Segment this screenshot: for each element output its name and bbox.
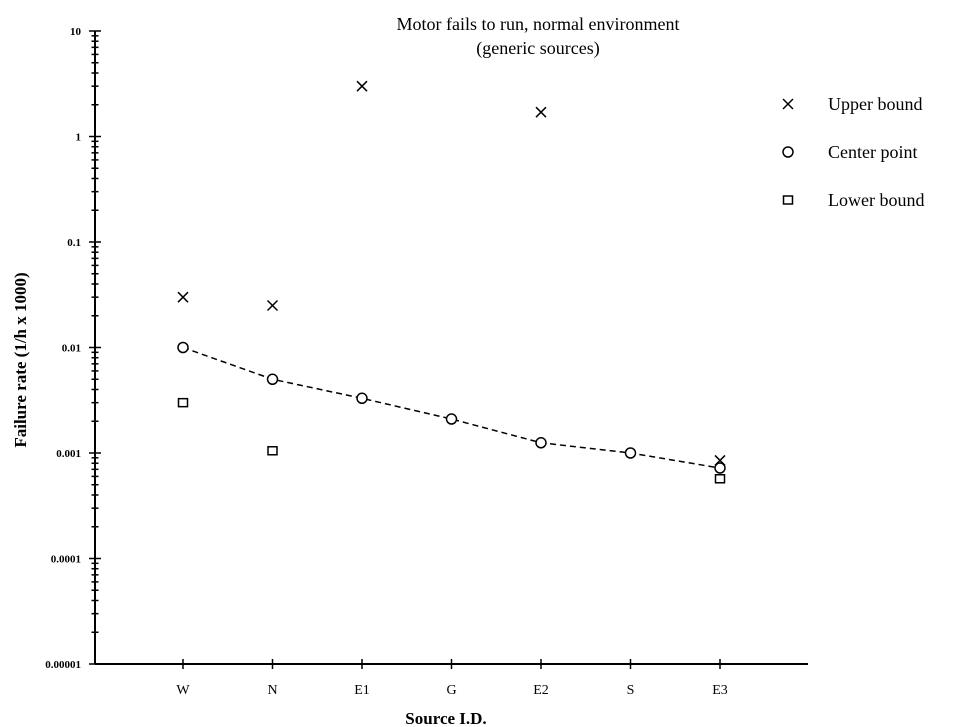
- center-trend-line: [182, 346, 721, 469]
- upper-bound-marker: [177, 291, 189, 303]
- upper-bound-marker: [266, 299, 279, 312]
- legend-center-point-label: Center point: [828, 142, 917, 162]
- x-ticks: W N E1 G E2 S E3: [176, 659, 728, 698]
- legend-lower-bound-label: Lower bound: [828, 190, 924, 210]
- y-tick-label: 0.1: [67, 237, 81, 249]
- y-tick-label: 10: [70, 26, 82, 38]
- legend-upper-bound-label: Upper bound: [828, 94, 922, 114]
- legend-lower-bound-marker: [782, 195, 794, 205]
- x-tick-label: N: [267, 683, 277, 698]
- lower-bound-marker: [177, 397, 189, 408]
- x-tick-label: S: [627, 683, 635, 698]
- legend: Upper bound Center point Lower bound: [782, 94, 924, 210]
- y-ticks: 10 1 0.1 0.01 0.001 0.0001 0.00001: [45, 26, 101, 671]
- center-point-marker: [714, 462, 726, 474]
- lower-bound-marker: [267, 446, 278, 456]
- chart-title-line2: (generic sources): [476, 38, 599, 59]
- center-point-marker: [624, 447, 637, 459]
- x-tick-label: E1: [354, 683, 370, 698]
- legend-upper-bound-marker: [782, 98, 794, 110]
- center-point-marker: [445, 413, 458, 425]
- upper-bound-marker: [535, 106, 547, 118]
- y-tick-label: 0.00001: [45, 659, 81, 671]
- x-axis-label: Source I.D.: [405, 709, 486, 727]
- chart-title: Motor fails to run, normal environment (…: [397, 14, 680, 59]
- chart-title-line1: Motor fails to run, normal environment: [397, 14, 680, 34]
- lower-bound-marker: [714, 474, 726, 484]
- center-point-marker: [535, 437, 547, 449]
- upper-bound-marker: [356, 80, 368, 92]
- center-point-line: [182, 346, 721, 469]
- x-tick-label: E3: [712, 683, 728, 698]
- y-tick-label: 0.0001: [51, 554, 81, 566]
- y-tick-label: 1: [76, 132, 82, 144]
- axes: [94, 31, 808, 665]
- y-axis-label: Failure rate (1/h x 1000): [11, 272, 30, 447]
- center-point-marker: [266, 373, 279, 386]
- x-tick-label: G: [446, 683, 456, 698]
- x-tick-label: E2: [533, 683, 549, 698]
- y-tick-label: 0.001: [56, 448, 81, 460]
- data-markers: [177, 80, 726, 484]
- center-point-marker: [356, 392, 368, 405]
- legend-center-point-marker: [782, 146, 794, 158]
- center-point-marker: [177, 341, 189, 354]
- y-tick-label: 0.01: [62, 343, 81, 355]
- x-tick-label: W: [176, 683, 190, 698]
